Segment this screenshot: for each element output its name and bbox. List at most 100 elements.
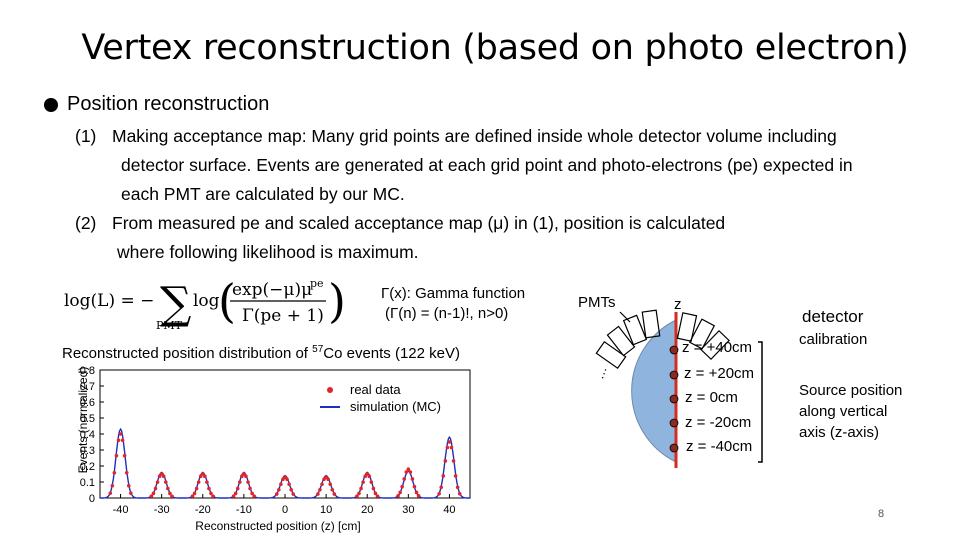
caption-sup: 57 xyxy=(312,344,324,355)
pmt-2 xyxy=(606,325,636,357)
data-point-21 xyxy=(170,494,174,498)
x-tick-label-4: 0 xyxy=(282,504,288,516)
data-point-37 xyxy=(240,474,244,479)
y-tick-label-8: 0.8 xyxy=(80,365,95,377)
item-1-line-3: each PMT are calculated by our MC. xyxy=(121,184,405,204)
data-point-85 xyxy=(439,485,444,490)
bullet-heading: Position reconstruction xyxy=(67,93,270,115)
data-point-12 xyxy=(151,491,156,496)
chart-legend: real data simulation (MC) xyxy=(318,377,441,415)
data-point-55 xyxy=(320,482,324,487)
item-1-line-1: Making acceptance map: Many grid points … xyxy=(112,126,837,146)
data-point-81 xyxy=(412,484,417,489)
data-point-82 xyxy=(414,490,419,495)
caption-post: Co events (122 keV) xyxy=(323,345,461,362)
item-1-line-2: detector surface. Events are generated a… xyxy=(121,155,853,175)
data-point-61 xyxy=(332,492,337,496)
pmt-3 xyxy=(622,314,648,346)
detector-label: detector xyxy=(802,307,864,326)
data-point-13 xyxy=(153,486,158,491)
data-point-22 xyxy=(190,494,195,498)
data-point-72 xyxy=(375,494,380,498)
data-point-32 xyxy=(211,494,215,498)
data-point-43 xyxy=(252,494,256,498)
source-point-minus20 xyxy=(669,418,679,428)
data-point-20 xyxy=(168,491,172,496)
data-point-62 xyxy=(355,494,359,498)
formula-numerator: exp(−μ)μ xyxy=(232,280,312,300)
position-label-minus20: z = -20cm xyxy=(685,414,752,431)
data-point-19 xyxy=(166,486,170,491)
data-point-15 xyxy=(157,474,162,479)
data-point-80 xyxy=(410,477,415,481)
formula-denominator: Γ(pe + 1) xyxy=(242,306,324,326)
sum-symbol: ∑ xyxy=(160,278,191,329)
position-label-minus40: z = -40cm xyxy=(686,438,753,455)
data-point-69 xyxy=(369,480,374,484)
data-point-0 xyxy=(108,491,113,495)
data-point-6 xyxy=(120,438,125,443)
y-tick-label-6: 0.6 xyxy=(80,397,95,409)
pmt-5 xyxy=(676,312,698,342)
data-point-87 xyxy=(443,459,448,463)
data-point-38 xyxy=(242,472,246,476)
chart-caption: Reconstructed position distribution of 5… xyxy=(62,344,460,362)
data-point-66 xyxy=(363,474,367,479)
pmt-array xyxy=(595,309,730,370)
data-point-45 xyxy=(277,487,281,492)
y-tick-label-5: 0.5 xyxy=(80,413,95,425)
data-point-74 xyxy=(398,490,402,495)
data-point-2 xyxy=(112,470,117,475)
data-point-60 xyxy=(330,487,335,492)
data-point-36 xyxy=(237,480,242,484)
data-point-51 xyxy=(289,487,293,492)
data-point-42 xyxy=(250,491,254,496)
right-paren: ) xyxy=(328,274,346,328)
data-point-90 xyxy=(449,445,454,450)
data-point-33 xyxy=(231,494,236,498)
data-point-73 xyxy=(396,494,400,498)
data-point-35 xyxy=(235,486,240,491)
data-point-86 xyxy=(441,474,446,478)
source-position-text: Source position along vertical axis (z-a… xyxy=(799,380,902,443)
data-point-77 xyxy=(404,470,409,474)
data-point-92 xyxy=(453,474,458,478)
calibration-label: calibration xyxy=(799,331,868,348)
data-point-9 xyxy=(126,483,131,488)
data-point-40 xyxy=(246,480,250,484)
data-point-41 xyxy=(248,486,252,491)
data-point-52 xyxy=(291,492,296,496)
legend-marker-real-data xyxy=(327,387,333,393)
item-2-number: (2) xyxy=(75,213,97,233)
x-tick-label-1: -30 xyxy=(154,504,170,516)
item-2-line-1: From measured pe and scaled acceptance m… xyxy=(112,213,726,233)
pmt-1 xyxy=(595,340,627,370)
data-point-91 xyxy=(451,459,456,463)
data-point-58 xyxy=(326,477,330,482)
data-point-89 xyxy=(447,440,452,444)
source-text-line-1: Source position xyxy=(799,382,903,399)
gamma-note-line-2: (Γ(n) = (n-1)!, n>0) xyxy=(385,305,509,322)
data-point-84 xyxy=(437,491,441,496)
item-2-line-2: where following likelihood is maximum. xyxy=(117,242,419,262)
y-tick-label-1: 0.1 xyxy=(80,477,95,489)
item-1-number: (1) xyxy=(75,126,97,146)
data-point-49 xyxy=(285,477,289,482)
data-point-23 xyxy=(192,491,197,496)
data-point-11 xyxy=(149,494,154,498)
data-point-29 xyxy=(205,480,209,484)
pmts-label: PMTs xyxy=(578,294,616,311)
position-label-0: z = 0cm xyxy=(685,389,738,406)
data-point-79 xyxy=(408,470,413,474)
source-text-line-2: along vertical xyxy=(799,403,888,420)
data-point-53 xyxy=(316,492,320,496)
data-point-5 xyxy=(118,432,123,436)
data-point-28 xyxy=(203,474,207,479)
pmt-4 xyxy=(641,309,661,339)
data-point-71 xyxy=(373,491,378,496)
detector-sphere xyxy=(631,319,677,463)
data-point-70 xyxy=(371,486,376,491)
data-point-4 xyxy=(116,438,121,443)
formula-log: log xyxy=(193,291,220,311)
likelihood-formula: log(L) = − ∑ PMT log ( exp(−μ)μ pe Γ(pe … xyxy=(64,274,346,332)
